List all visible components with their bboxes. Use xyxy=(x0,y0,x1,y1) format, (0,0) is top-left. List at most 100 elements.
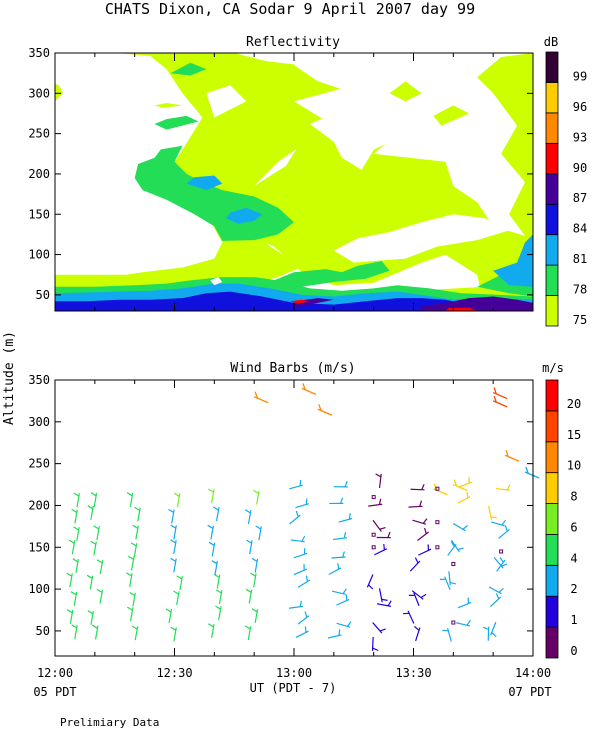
wind-barb-flag xyxy=(170,557,177,562)
wind-barb-flag xyxy=(73,492,80,497)
wind-barb-flag xyxy=(215,589,222,594)
wind-barb xyxy=(327,634,342,639)
wind-barb-flag xyxy=(168,508,174,514)
calm-marker xyxy=(435,545,440,550)
wind-barb-flag xyxy=(490,516,497,519)
wind-barb-flag xyxy=(215,605,221,610)
colorbar-swatch xyxy=(545,234,559,266)
wind-barb-flag xyxy=(170,539,177,544)
refl-90-mid xyxy=(290,299,310,304)
colorbar-swatch xyxy=(545,503,559,535)
y-tick-label: 50 xyxy=(36,624,50,638)
wind-x-ticks: 12:00 12:30 13:00 13:30 14:00 xyxy=(37,380,551,680)
wind-barb-flag xyxy=(466,619,471,626)
wind-barb xyxy=(317,408,333,416)
y-tick-label: 100 xyxy=(28,582,50,596)
wind-barb-flag xyxy=(93,525,100,530)
wind-barb-flag xyxy=(343,532,347,539)
wind-barbs xyxy=(66,383,540,652)
figure-title: CHATS Dixon, CA Sodar 9 April 2007 day 9… xyxy=(105,0,475,18)
refl-75-right xyxy=(55,53,533,311)
wind-barb xyxy=(372,622,383,634)
wind-barb-flag xyxy=(378,498,382,505)
refl-81-plume2 xyxy=(186,175,223,191)
y-tick-label: 350 xyxy=(28,373,50,387)
y-axis-label: Altitude (m) xyxy=(2,331,17,425)
reflectivity-colorbar: 75 78 81 84 87 90 93 96 99 xyxy=(545,51,587,327)
wind-barb-flag xyxy=(126,572,132,577)
wind-barb-flag xyxy=(505,450,509,457)
wind-barb-flag xyxy=(299,600,302,607)
y-tick-label: 350 xyxy=(28,46,50,60)
x-right-note: 07 PDT xyxy=(508,685,551,699)
wind-barb-flag xyxy=(251,608,258,613)
wind-barb-flag xyxy=(375,473,382,478)
wind-barb-flag xyxy=(90,492,97,497)
wind-barb-flag xyxy=(414,557,419,564)
wind-barb xyxy=(333,537,348,541)
wind-barb xyxy=(488,586,502,595)
wind-barb-flag xyxy=(73,526,80,531)
refl-75-spot3 xyxy=(389,81,422,102)
y-tick-label: 50 xyxy=(36,288,50,302)
x-tick-label: 13:30 xyxy=(395,666,431,680)
wind-barb-flag xyxy=(462,525,468,530)
x-axis-label: UT (PDT - 7) xyxy=(250,681,337,695)
wind-barb xyxy=(293,568,308,576)
wind-barb-flag xyxy=(295,510,299,517)
x-tick-label: 13:00 xyxy=(276,666,312,680)
wind-barb-flag xyxy=(213,573,220,578)
colorbar-swatch xyxy=(545,564,559,597)
y-tick-label: 300 xyxy=(28,415,50,429)
wind-barb-flag xyxy=(482,626,489,631)
wind-barb-flag xyxy=(450,541,455,547)
wind-barb-flag xyxy=(173,492,180,497)
wind-barb-flag xyxy=(506,484,511,491)
wind-barb xyxy=(293,552,308,559)
colorbar-label: 20 xyxy=(567,397,581,411)
wind-barb-flag xyxy=(129,591,136,597)
x-left-note: 05 PDT xyxy=(33,685,76,699)
wind-barb-flag xyxy=(208,541,215,546)
wind-barb xyxy=(409,560,421,572)
calm-marker xyxy=(371,532,376,537)
colorbar-label: 78 xyxy=(573,283,587,297)
wind-barb-flag xyxy=(87,610,94,615)
refl-gap-right4 xyxy=(421,57,454,70)
y-tick-label: 250 xyxy=(28,457,50,471)
wind-barb-flag xyxy=(250,572,256,577)
wind-barb-flag xyxy=(130,542,137,547)
refl-75-spot4 xyxy=(306,164,342,178)
colorbar-swatch xyxy=(545,472,559,504)
wind-barb-flag xyxy=(70,591,77,596)
wind-barb xyxy=(453,483,468,492)
y-tick-label: 150 xyxy=(28,540,50,554)
wind-barb-flag xyxy=(208,488,214,493)
wind-barb-flag xyxy=(96,588,103,593)
wind-barb xyxy=(524,471,540,479)
wind-barb-flag xyxy=(424,527,427,534)
wind-barb-flag xyxy=(338,629,341,636)
refl-78-mid xyxy=(262,261,390,287)
wind-barb xyxy=(417,531,429,541)
wind-barb-flag xyxy=(131,625,138,630)
colorbar-label: 4 xyxy=(570,551,577,565)
wind-barb-flag xyxy=(91,624,98,629)
wind-barb-flag xyxy=(466,491,469,498)
wind-barb-flag xyxy=(419,500,423,507)
wind-barb-flag xyxy=(347,621,352,627)
wind-barb-flag xyxy=(244,625,251,630)
colorbar-swatch xyxy=(545,441,559,474)
wind-barb xyxy=(372,519,382,532)
wind-barb-flag xyxy=(379,628,386,632)
reflectivity-colorbar-unit: dB xyxy=(544,35,558,49)
refl-87-right xyxy=(421,296,533,311)
wind-barb xyxy=(289,514,301,525)
wind-barb xyxy=(492,400,508,408)
wind-barb-flag xyxy=(253,489,259,494)
refl-gap-right3 xyxy=(294,57,390,94)
wind-barb-flag xyxy=(368,584,374,590)
refl-gap-upper xyxy=(67,137,167,174)
wind-barb-flag xyxy=(302,383,306,390)
